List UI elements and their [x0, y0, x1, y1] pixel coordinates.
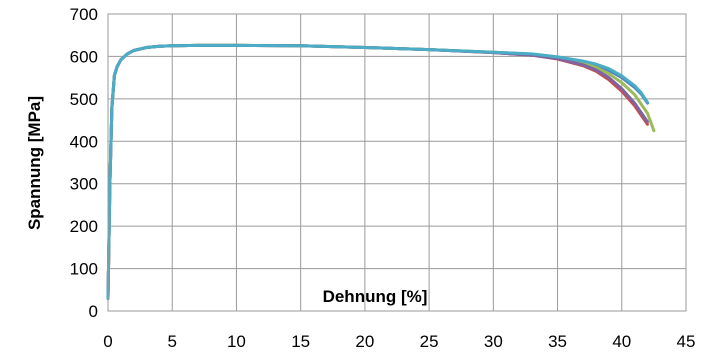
- y-axis-title: Spannung [MPa]: [25, 96, 44, 230]
- y-tick-label: 100: [70, 260, 98, 279]
- x-tick-label: 45: [677, 332, 696, 351]
- series-line-5: [106, 43, 649, 300]
- y-tick-label: 200: [70, 217, 98, 236]
- x-tick-label: 20: [355, 332, 374, 351]
- y-tick-label: 300: [70, 175, 98, 194]
- x-tick-label: 40: [612, 332, 631, 351]
- y-tick-label: 500: [70, 90, 98, 109]
- tick-label-layer: 0 100 200 300 400 500 600 700 0 5 10 15 20 25 30 35 40 45: [70, 5, 696, 351]
- series-line-2: [106, 43, 649, 300]
- series-line-1: [106, 43, 649, 300]
- x-tick-label: 25: [420, 332, 439, 351]
- y-tick-label: 700: [70, 5, 98, 24]
- x-tick-label: 35: [548, 332, 567, 351]
- series-line-4: [106, 43, 649, 300]
- grid-layer: [107, 13, 687, 312]
- x-tick-label: 5: [167, 332, 176, 351]
- x-tick-label: 10: [227, 332, 246, 351]
- series-line-3: [106, 43, 656, 300]
- x-tick-label: 30: [484, 332, 503, 351]
- plot-area-frame: [107, 13, 687, 312]
- x-axis-title: Dehnung [%]: [323, 287, 428, 306]
- y-tick-label: 600: [70, 47, 98, 66]
- series-layer: [106, 43, 656, 300]
- y-tick-label: 400: [70, 132, 98, 151]
- x-tick-label: 15: [291, 332, 310, 351]
- x-tick-label: 0: [103, 332, 112, 351]
- y-tick-label: 0: [89, 302, 98, 321]
